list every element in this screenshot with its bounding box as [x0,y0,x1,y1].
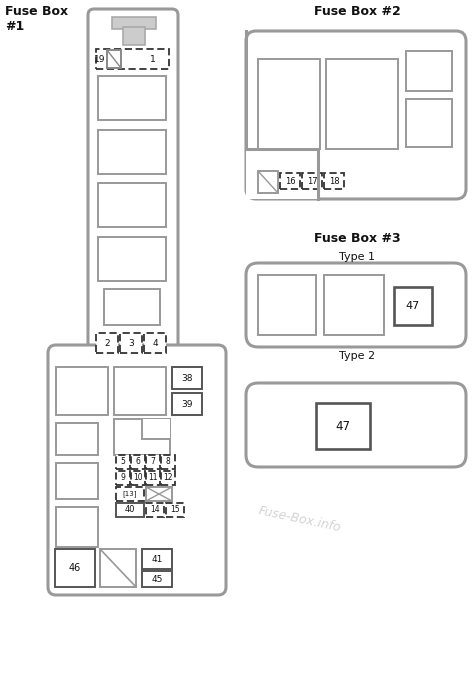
Text: 47: 47 [406,301,420,311]
Bar [172,367,202,389]
Text: 18: 18 [328,177,339,185]
Text: Fuse Box
#1: Fuse Box #1 [5,5,68,33]
Bar [114,419,170,455]
Text: 1: 1 [150,54,156,63]
FancyBboxPatch shape [88,9,178,359]
Bar [56,367,108,415]
Bar [161,455,175,469]
Text: 4: 4 [152,339,158,348]
Bar [166,503,184,517]
Text: Type 1: Type 1 [339,252,375,262]
Bar [112,17,156,29]
Bar [142,549,172,569]
FancyBboxPatch shape [246,31,466,199]
Text: 8: 8 [165,458,170,466]
Text: Fuse Box #3: Fuse Box #3 [314,232,401,245]
Text: 15: 15 [170,506,180,515]
Bar [116,487,144,501]
Bar [116,503,144,517]
Bar [56,507,98,547]
Text: 5: 5 [120,458,126,466]
Text: 14: 14 [150,506,160,515]
Text: 19: 19 [94,54,106,63]
Text: 2: 2 [104,339,110,348]
Bar [116,471,130,485]
Text: 7: 7 [151,458,155,466]
Bar [116,455,130,469]
FancyBboxPatch shape [246,383,466,467]
FancyBboxPatch shape [246,263,466,347]
Bar [56,423,98,455]
Bar [406,99,452,147]
Bar [98,130,166,174]
Bar [302,173,322,189]
Bar [104,289,160,325]
Bar [96,333,118,353]
Text: 39: 39 [181,400,193,409]
Bar [146,471,160,485]
Text: 11: 11 [148,473,158,482]
Text: [13]: [13] [123,491,137,497]
Bar [280,173,300,189]
Bar [146,487,172,501]
Bar [98,237,166,281]
Text: 10: 10 [133,473,143,482]
Bar [172,393,202,415]
Bar [144,333,166,353]
Bar [96,49,169,69]
Bar [326,59,398,149]
Bar [120,333,142,353]
Bar [142,419,170,439]
Text: 9: 9 [120,473,126,482]
Bar [107,50,121,68]
Bar [394,287,432,325]
Bar [146,503,164,517]
Bar [146,455,160,469]
Bar [123,27,145,45]
Text: 41: 41 [151,554,163,563]
Bar [246,149,318,199]
Text: 12: 12 [163,473,173,482]
Bar [98,76,166,120]
Bar [98,183,166,227]
Bar [161,471,175,485]
Text: 38: 38 [181,374,193,383]
Bar [258,59,320,149]
Bar [56,463,98,499]
Text: 16: 16 [285,177,295,185]
Bar [324,275,384,335]
Bar [316,403,370,449]
Text: 17: 17 [307,177,317,185]
FancyBboxPatch shape [48,345,226,595]
Text: 6: 6 [136,458,140,466]
Bar [131,455,145,469]
Text: 40: 40 [125,506,135,515]
Text: Type 2: Type 2 [339,351,375,361]
Bar [324,173,344,189]
Text: 3: 3 [128,339,134,348]
Text: Fuse Box #2: Fuse Box #2 [314,5,401,18]
Bar [258,171,278,193]
Text: 46: 46 [69,563,81,573]
Bar [258,275,316,335]
Bar [142,571,172,587]
Bar [100,549,136,587]
Text: 45: 45 [151,574,163,583]
Text: 47: 47 [336,420,350,433]
Bar [55,549,95,587]
Bar [406,51,452,91]
Bar [114,367,166,415]
Bar [131,471,145,485]
Text: Fuse-Box.info: Fuse-Box.info [257,504,343,534]
